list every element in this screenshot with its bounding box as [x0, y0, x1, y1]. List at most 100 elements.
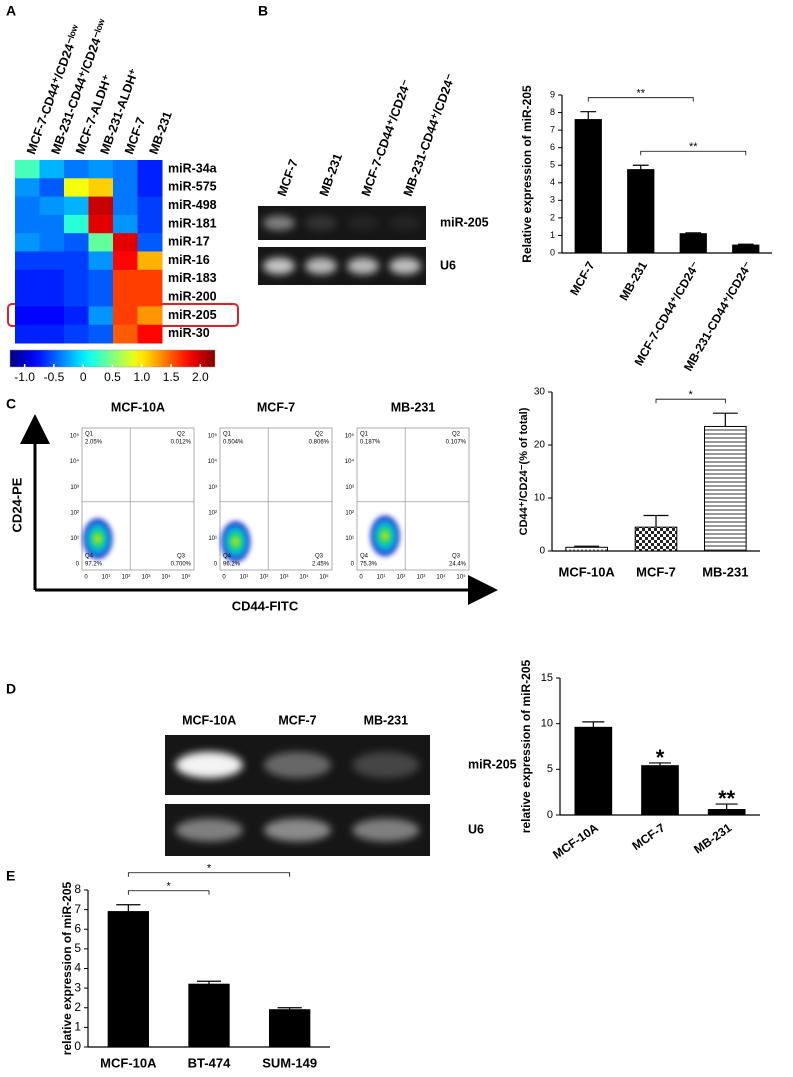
y-tick-label: 10¹: [208, 536, 217, 542]
row-label: miR-17: [168, 235, 210, 249]
y-tick-label: 0: [351, 562, 355, 568]
heat-cell: [113, 160, 138, 179]
y-tick-label: 6: [74, 921, 81, 935]
x-tick-label: 10²: [122, 575, 131, 581]
heat-cell: [113, 288, 138, 307]
panel-label: B: [258, 3, 268, 19]
gel-band: [305, 257, 337, 275]
heat-cell: [15, 214, 40, 234]
heat-cell: [15, 324, 40, 344]
bar: [107, 911, 149, 1048]
panel-label: C: [6, 396, 16, 412]
colorbar-tick-label: 1.5: [163, 370, 180, 384]
error-bar: [715, 803, 738, 810]
error-bar: [649, 762, 671, 766]
heat-cell: [64, 214, 89, 234]
panel-label: A: [6, 3, 16, 19]
plot-title: MCF-7: [257, 400, 295, 414]
flow-x-label: CD44-FITC: [232, 598, 299, 613]
y-tick-label: 5: [547, 763, 553, 775]
column-label: MCF-7: [122, 115, 148, 156]
panel-label: D: [6, 681, 16, 697]
x-tick-label: 10¹: [240, 575, 249, 581]
y-tick-label: 8: [550, 107, 555, 117]
colorbar-tick-label: 1.0: [133, 370, 150, 384]
heat-cell: [137, 233, 163, 252]
colorbar-tick-label: 2.0: [192, 370, 209, 384]
significance-label: *: [689, 389, 694, 401]
plot-title: MCF-10A: [111, 400, 165, 414]
significance-label: **: [689, 141, 698, 153]
row-label: miR-575: [168, 180, 217, 194]
heat-cell: [113, 233, 138, 252]
heat-cell: [137, 324, 163, 344]
gel-band: [352, 818, 420, 842]
y-tick-label: 0: [214, 562, 218, 568]
lane-label: MCF-7: [275, 157, 301, 198]
cell-cloud: [369, 513, 401, 558]
heat-cell: [64, 251, 89, 271]
gel-band: [263, 751, 332, 779]
heat-cell: [113, 178, 138, 198]
quadrant-name: Q1: [360, 432, 369, 438]
bar: [627, 169, 655, 254]
y-tick-label: 10¹: [345, 536, 354, 542]
quadrant-value: 2.05%: [85, 440, 103, 446]
x-tick-label: 10³: [417, 575, 426, 581]
heat-cell: [88, 306, 114, 326]
quadrant-name: Q4: [85, 554, 94, 560]
heat-cell: [15, 160, 40, 179]
gel-band: [347, 215, 379, 231]
heat-cell: [64, 324, 89, 344]
error-bar: [580, 111, 597, 120]
quadrant-value: 0.187%: [360, 440, 381, 446]
y-tick-label: 10⁵: [70, 433, 80, 440]
quadrant-value: 0.806%: [309, 440, 330, 446]
band-label: miR-205: [440, 215, 489, 229]
x-tick-label: 10²: [260, 575, 269, 581]
quadrant-value: 24.4%: [449, 562, 467, 568]
y-tick-label: 4: [74, 961, 81, 975]
significance-bracket: [127, 890, 210, 895]
y-tick-label: 9: [550, 89, 555, 99]
y-tick-label: 10⁵: [345, 433, 355, 440]
x-tick-label: MB-231: [702, 564, 748, 579]
quadrant-value: 96.2%: [223, 562, 241, 568]
x-tick-label: MCF-7: [567, 259, 598, 298]
y-tick-label: 10⁴: [70, 458, 80, 465]
row-label: miR-205: [168, 308, 217, 322]
y-tick-label: 10³: [70, 485, 79, 491]
quadrant-value: 2.45%: [312, 562, 330, 568]
y-tick-label: 10¹: [70, 536, 79, 542]
row-label: miR-34a: [168, 161, 218, 175]
error-bar: [277, 1007, 302, 1010]
significance-bracket: [587, 97, 694, 102]
colorbar-tick-label: 0.5: [104, 370, 121, 384]
error-bar: [632, 164, 649, 170]
heat-cell: [88, 288, 114, 307]
error-bar: [582, 721, 605, 728]
significance-label: **: [636, 88, 645, 100]
colorbar-tick-label: -1.0: [14, 370, 35, 384]
heat-cell: [39, 251, 65, 271]
quadrant-name: Q2: [452, 432, 461, 438]
x-tick-label: 10⁵: [456, 574, 466, 581]
quadrant-name: Q1: [223, 432, 232, 438]
x-tick-label: 0: [222, 575, 226, 581]
x-tick-label: SUM-149: [262, 1055, 317, 1070]
colorbar-tick-label: -0.5: [44, 370, 65, 384]
heat-cell: [39, 160, 65, 179]
heat-cell: [137, 196, 163, 216]
heat-cell: [39, 306, 65, 326]
y-tick-label: 10⁵: [208, 433, 218, 440]
x-tick-label: 10⁵: [319, 574, 329, 581]
y-tick-label: 10²: [345, 510, 354, 516]
y-tick-label: 8: [74, 882, 81, 896]
quadrant-name: Q3: [315, 554, 324, 560]
x-tick-label: MCF-7: [636, 564, 676, 579]
heat-cell: [137, 269, 163, 289]
heat-cell: [15, 233, 40, 252]
x-tick-label: MB-231: [691, 820, 734, 856]
x-tick-label: 10⁴: [436, 574, 446, 581]
heat-cell: [113, 214, 138, 234]
